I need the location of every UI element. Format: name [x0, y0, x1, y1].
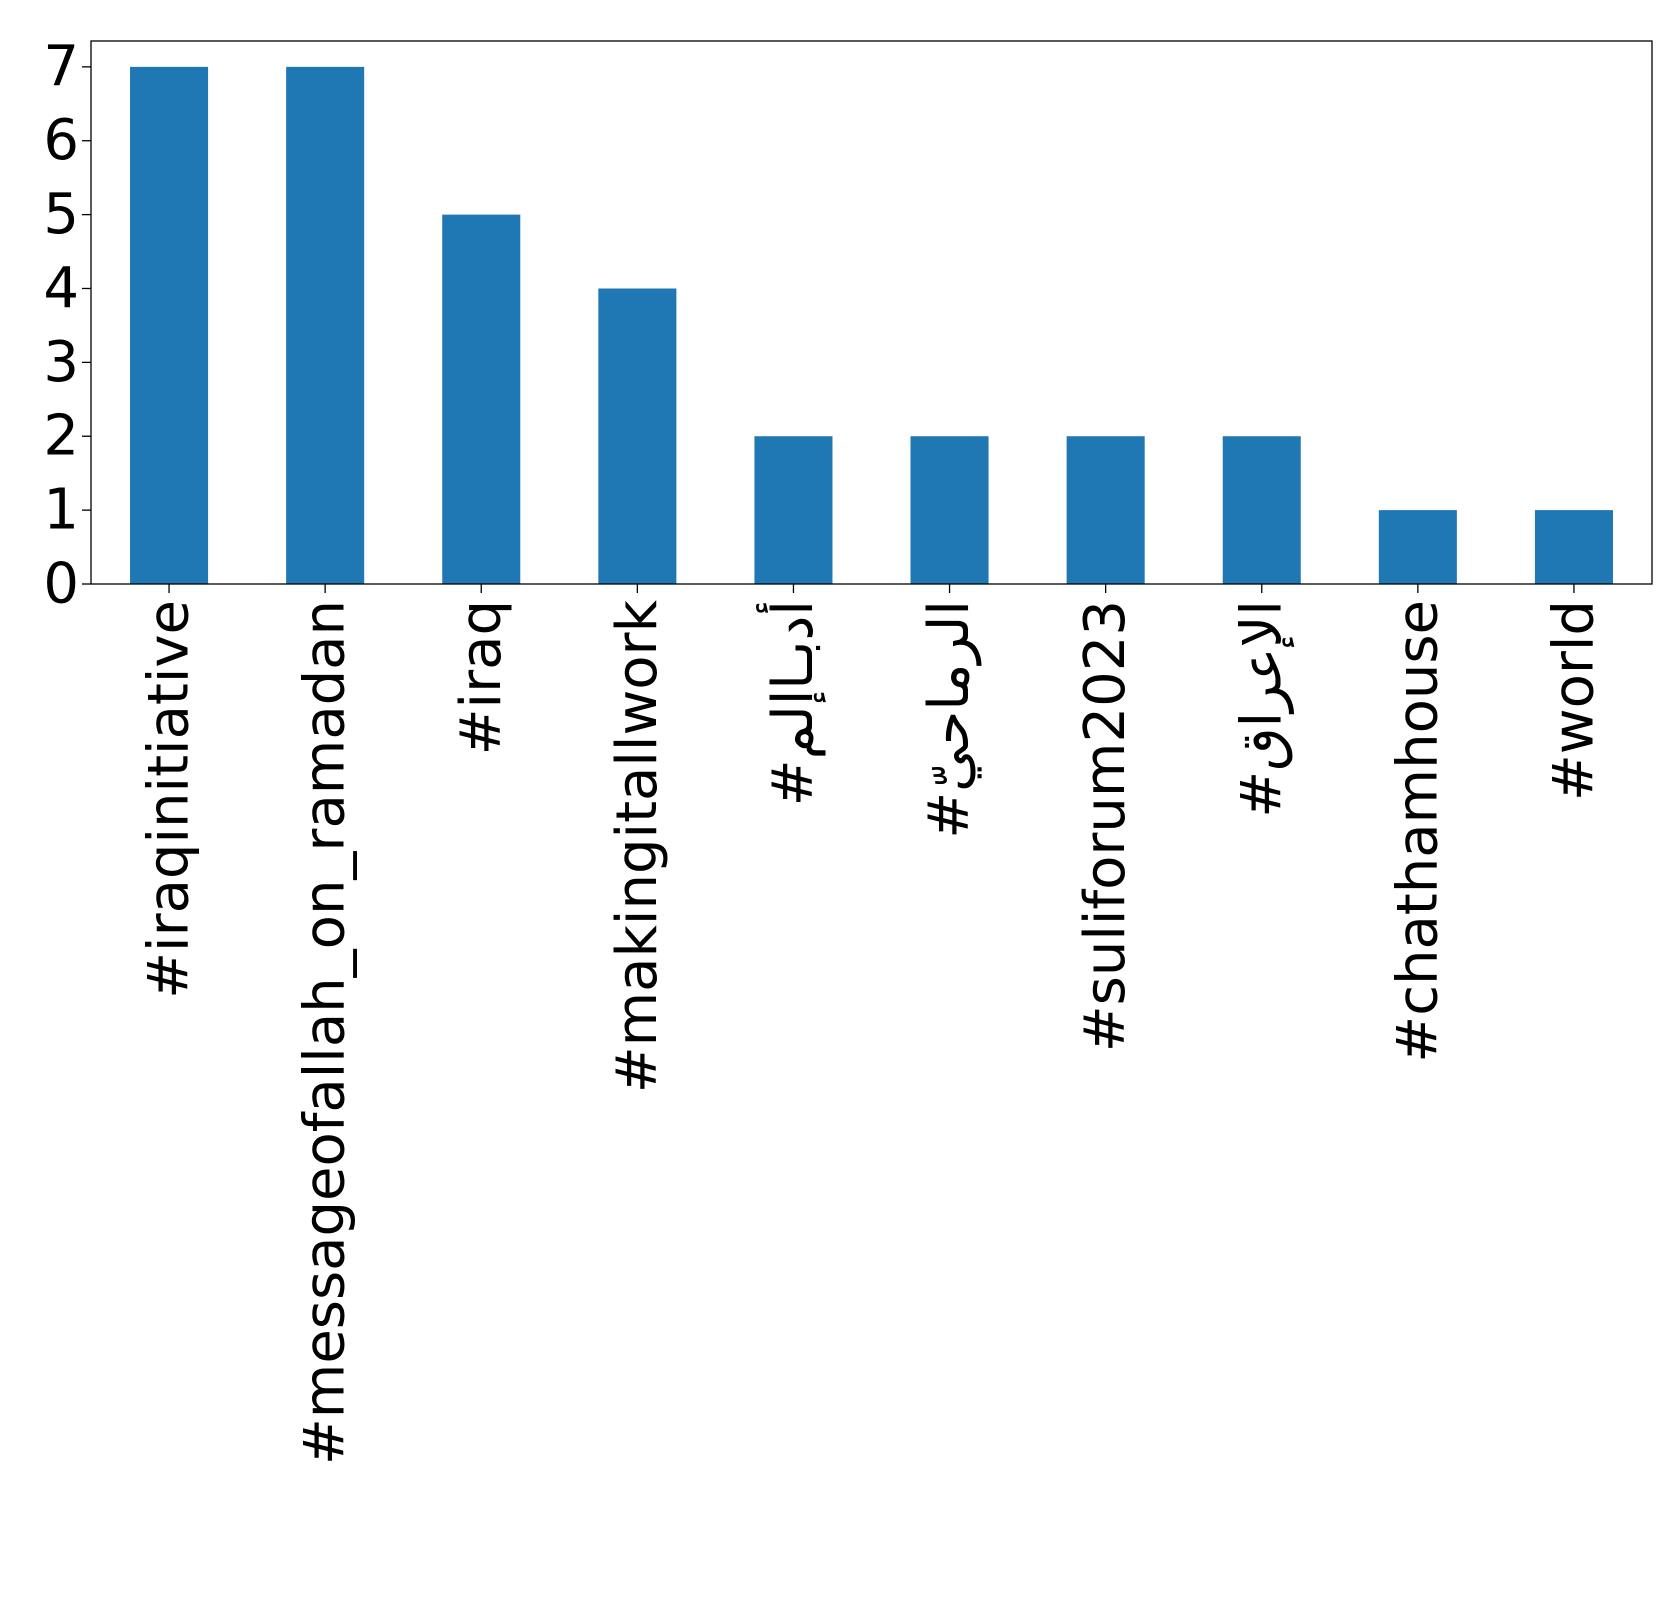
- bar: [286, 66, 365, 585]
- y-tick-label: 4: [43, 256, 79, 321]
- y-axis: 0 1 2 3 4 5 6 7: [43, 34, 91, 617]
- x-tick-label: #makingitallwork: [605, 599, 670, 1093]
- bar: [1378, 510, 1457, 584]
- bar: [598, 288, 677, 584]
- bar: [754, 436, 833, 584]
- x-tick-label: #chathamhouse: [1385, 600, 1450, 1063]
- x-tick-label: #messageofallah_on_ramadan: [293, 600, 358, 1465]
- x-tick-label: #الرماحيّ: [917, 600, 982, 839]
- x-tick-label: #الإعراق: [1229, 600, 1294, 818]
- y-tick-label: 2: [43, 404, 79, 469]
- y-tick-label: 7: [43, 34, 79, 99]
- bar: [442, 214, 521, 585]
- bar: [130, 66, 209, 585]
- y-tick-label: 5: [43, 182, 79, 247]
- bars-layer: [130, 66, 1613, 585]
- bar: [1534, 510, 1613, 584]
- y-tick-label: 6: [43, 108, 79, 173]
- y-tick-label: 0: [43, 552, 79, 617]
- x-tick-label: #iraq: [449, 600, 514, 755]
- x-tick-label: #أدبـاإلم: [756, 600, 827, 806]
- x-tick-label: #suliforum2023: [1073, 600, 1138, 1052]
- x-tick-label: #iraqinitiative: [137, 600, 202, 999]
- y-tick-label: 1: [43, 478, 79, 543]
- x-tick-label: #world: [1541, 600, 1606, 801]
- x-axis: #iraqinitiative #messageofallah_on_ramada…: [137, 584, 1606, 1465]
- y-tick-label: 3: [43, 330, 79, 395]
- bar: [1066, 436, 1145, 584]
- bar: [1222, 436, 1301, 584]
- plot-frame: [90, 40, 1653, 585]
- bar: [910, 436, 989, 584]
